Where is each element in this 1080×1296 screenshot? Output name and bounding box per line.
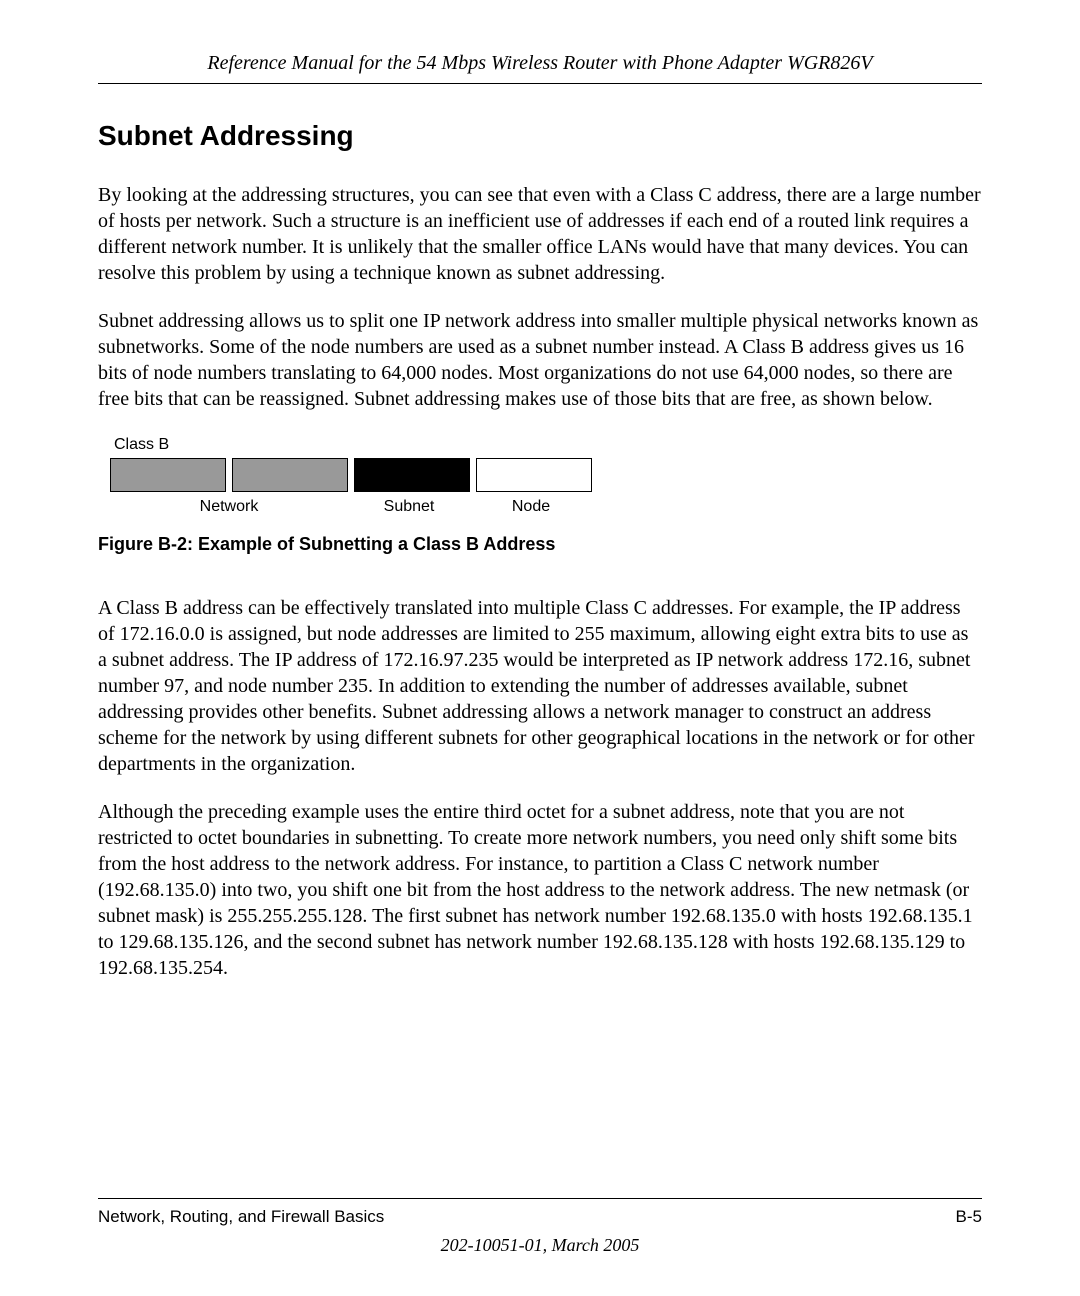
footer-left: Network, Routing, and Firewall Basics	[98, 1207, 384, 1227]
figure-label-node: Node	[470, 498, 592, 516]
figure-labels-row: Network Subnet Node	[110, 498, 982, 516]
footer-page-number: B-5	[956, 1207, 982, 1227]
figure-segments-row	[110, 458, 982, 492]
figure-segment-network-2	[232, 458, 348, 492]
paragraph-4: Although the preceding example uses the …	[98, 799, 982, 981]
paragraph-1: By looking at the addressing structures,…	[98, 182, 982, 286]
figure-segment-subnet	[354, 458, 470, 492]
bottom-horizontal-rule	[98, 1198, 982, 1199]
figure-classb-label: Class B	[110, 436, 982, 454]
figure-label-network: Network	[110, 498, 348, 516]
paragraph-3: A Class B address can be effectively tra…	[98, 595, 982, 777]
figure-label-subnet: Subnet	[348, 498, 470, 516]
footer-row: Network, Routing, and Firewall Basics B-…	[98, 1207, 982, 1227]
figure-b2: Class B Network Subnet Node	[98, 436, 982, 516]
footer-docid: 202-10051-01, March 2005	[98, 1235, 982, 1256]
running-header: Reference Manual for the 54 Mbps Wireles…	[98, 52, 982, 75]
top-horizontal-rule	[98, 83, 982, 84]
figure-caption: Figure B-2: Example of Subnetting a Clas…	[98, 534, 982, 555]
figure-segment-network-1	[110, 458, 226, 492]
figure-segment-node	[476, 458, 592, 492]
paragraph-2: Subnet addressing allows us to split one…	[98, 308, 982, 412]
section-heading: Subnet Addressing	[98, 120, 982, 152]
page-footer: Network, Routing, and Firewall Basics B-…	[98, 1198, 982, 1256]
